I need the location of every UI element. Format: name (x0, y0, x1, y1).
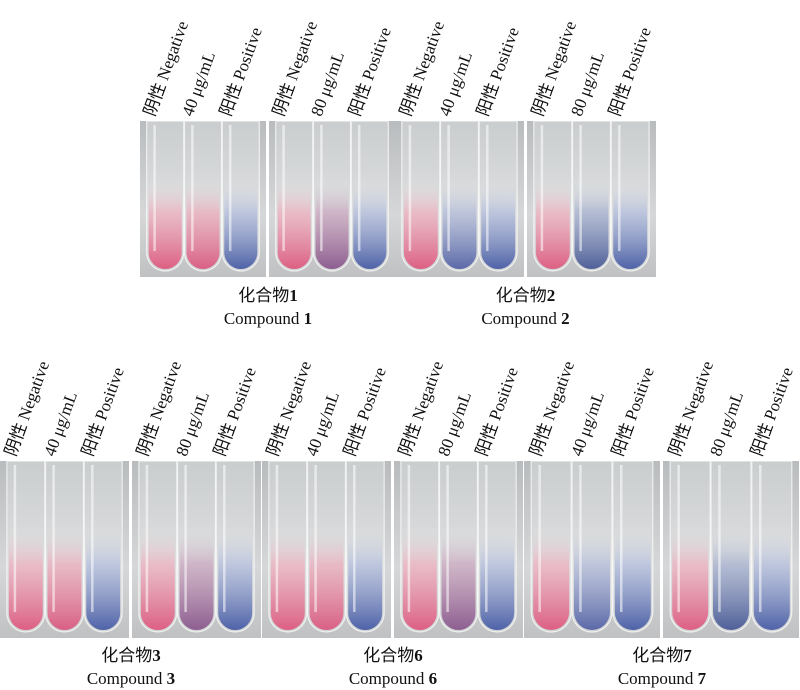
caption-en: Compound 6 (348, 669, 438, 688)
tube-label-dose-40: 40 μg/mL (39, 389, 81, 459)
caption-cn: 化合物2 (495, 286, 556, 305)
tube-photo-panel-80 (394, 461, 523, 638)
test-tube-negative (268, 461, 308, 633)
tube-label-dose-80: 80 μg/mL (433, 389, 475, 459)
tube-label-positive: 阳性 Positive (608, 364, 658, 459)
tube-photo-panel-40 (0, 461, 129, 638)
caption-cn: 化合物7 (632, 646, 692, 665)
tube-label-negative: 阴性 Negative (133, 358, 185, 459)
g4p1-photo-svg (663, 461, 799, 638)
test-tube-darkblue (710, 461, 752, 633)
tube-photo-panel-80 (269, 121, 395, 277)
test-tube-positive (751, 461, 793, 633)
test-tube-purple (312, 121, 352, 272)
caption-cn: 化合物3 (101, 646, 161, 665)
compound-caption: 化合物2 Compound 2 (395, 284, 656, 330)
test-tube-negative (669, 461, 711, 633)
tube-label-positive: 阳性 Positive (340, 364, 391, 459)
caption-en: Compound 3 (86, 669, 176, 688)
g2p1-photo-svg (132, 461, 261, 638)
test-tube-positive (478, 121, 518, 272)
tube-label-dose-40: 40 μg/mL (434, 49, 476, 119)
tube-label-positive: 阳性 Positive (605, 24, 656, 119)
test-tube-negative (400, 461, 440, 633)
caption-cn: 化合物1 (238, 286, 298, 305)
tube-label-negative: 阴性 Negative (269, 18, 322, 119)
tube-label-dose-40: 40 μg/mL (567, 389, 609, 459)
g1p1-photo-svg (527, 121, 656, 277)
test-tube-negative (6, 461, 46, 633)
tube-label-dose-80: 80 μg/mL (566, 49, 608, 119)
test-tube-pink (183, 121, 223, 272)
tube-photo-panel-80 (663, 461, 799, 638)
tube-photo-panel-40 (262, 461, 391, 638)
g3p1-photo-svg (394, 461, 523, 638)
test-tube-positive (221, 121, 260, 272)
test-tube-positive (83, 461, 123, 633)
tube-label-dose-80: 80 μg/mL (307, 49, 349, 119)
tube-label-dose-40: 40 μg/mL (301, 389, 343, 459)
test-tube-positive (612, 461, 654, 633)
tube-label-dose-40: 40 μg/mL (178, 49, 220, 119)
test-tube-negative (533, 121, 573, 272)
tube-label-positive: 阳性 Positive (78, 364, 129, 459)
tube-label-dose-80: 80 μg/mL (706, 389, 748, 459)
test-tube-purple (176, 461, 217, 633)
test-tube-purple (438, 461, 479, 633)
g2p0-photo-svg (0, 461, 129, 638)
g0p1-photo-svg (269, 121, 395, 277)
tube-label-positive: 阳性 Positive (210, 364, 261, 459)
tube-label-positive: 阳性 Positive (747, 364, 797, 459)
tube-label-negative: 阴性 Negative (526, 358, 579, 459)
test-tube-blue (571, 461, 613, 633)
tube-photo-panel-40 (524, 461, 660, 638)
tube-label-negative: 阴性 Negative (1, 358, 53, 459)
caption-cn: 化合物6 (363, 646, 423, 665)
tube-label-negative: 阴性 Negative (395, 358, 447, 459)
caption-en: Compound 2 (481, 309, 570, 328)
test-tube-positive (477, 461, 517, 633)
test-tube-pink (306, 461, 347, 633)
caption-en: Compound 7 (617, 669, 707, 688)
compound-caption: 化合物6 Compound 6 (262, 644, 524, 690)
test-tube-darkblue (571, 121, 612, 272)
tube-label-negative: 阴性 Negative (263, 358, 315, 459)
test-tube-negative (401, 121, 441, 272)
g3p0-photo-svg (262, 461, 391, 638)
tube-label-dose-80: 80 μg/mL (171, 389, 213, 459)
tube-label-positive: 阳性 Positive (345, 24, 395, 119)
compound-caption: 化合物1 Compound 1 (140, 284, 396, 330)
tube-label-positive: 阳性 Positive (216, 24, 266, 119)
test-tube-pink (44, 461, 85, 633)
tube-label-negative: 阴性 Negative (665, 358, 718, 459)
tube-photo-panel-80 (527, 121, 656, 277)
compound-caption: 化合物7 Compound 7 (524, 644, 800, 690)
test-tube-positive (350, 121, 389, 272)
test-tube-negative (146, 121, 185, 272)
test-tube-negative (275, 121, 314, 272)
test-tube-negative (530, 461, 572, 633)
g0p0-photo-svg (140, 121, 266, 277)
test-tube-blue (439, 121, 480, 272)
tube-photo-panel-40 (395, 121, 524, 277)
g4p0-photo-svg (524, 461, 660, 638)
tube-label-negative: 阴性 Negative (396, 18, 448, 119)
tube-label-positive: 阳性 Positive (473, 24, 524, 119)
test-tube-positive (345, 461, 385, 633)
compound-caption: 化合物3 Compound 3 (0, 644, 262, 690)
tube-photo-panel-80 (132, 461, 261, 638)
caption-en: Compound 1 (223, 309, 313, 328)
g1p0-photo-svg (395, 121, 524, 277)
test-tube-positive (610, 121, 650, 272)
tube-label-negative: 阴性 Negative (528, 18, 580, 119)
tube-label-positive: 阳性 Positive (472, 364, 523, 459)
test-tube-positive (215, 461, 255, 633)
tube-photo-panel-40 (140, 121, 266, 277)
test-tube-negative (138, 461, 178, 633)
tube-label-negative: 阴性 Negative (140, 18, 193, 119)
